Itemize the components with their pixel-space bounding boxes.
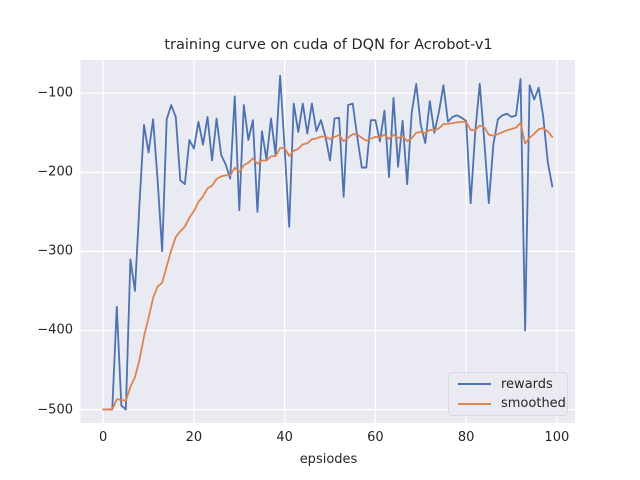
smoothed-line (102, 120, 554, 411)
legend-label-rewards: rewards (501, 376, 553, 392)
legend-item-rewards: rewards (449, 375, 567, 394)
x-axis-label: epsiodes (299, 452, 358, 467)
chart-title: training curve on cuda of DQN for Acrobo… (164, 37, 493, 53)
smoothed-line-swatch (458, 402, 491, 405)
x-tick-label: 80 (457, 430, 475, 445)
x-tick-label: 100 (544, 430, 570, 445)
x-tick-label: 40 (276, 430, 293, 445)
y-tick-label: −100 (37, 85, 73, 101)
y-tick-label: −200 (37, 164, 73, 180)
axes-background (80, 60, 575, 423)
y-tick-label: −500 (37, 402, 73, 418)
y-tick-label: −400 (37, 322, 73, 338)
x-tick-label: 60 (367, 430, 384, 445)
legend-item-smoothed: smoothed (449, 394, 567, 413)
rewards-line (102, 74, 554, 411)
legend: rewards smoothed (448, 372, 568, 416)
legend-label-smoothed: smoothed (501, 396, 566, 412)
rewards-line-swatch (458, 382, 491, 386)
x-tick-label: 0 (99, 430, 108, 445)
y-tick-label: −300 (37, 243, 73, 259)
x-tick-label: 20 (185, 430, 203, 445)
